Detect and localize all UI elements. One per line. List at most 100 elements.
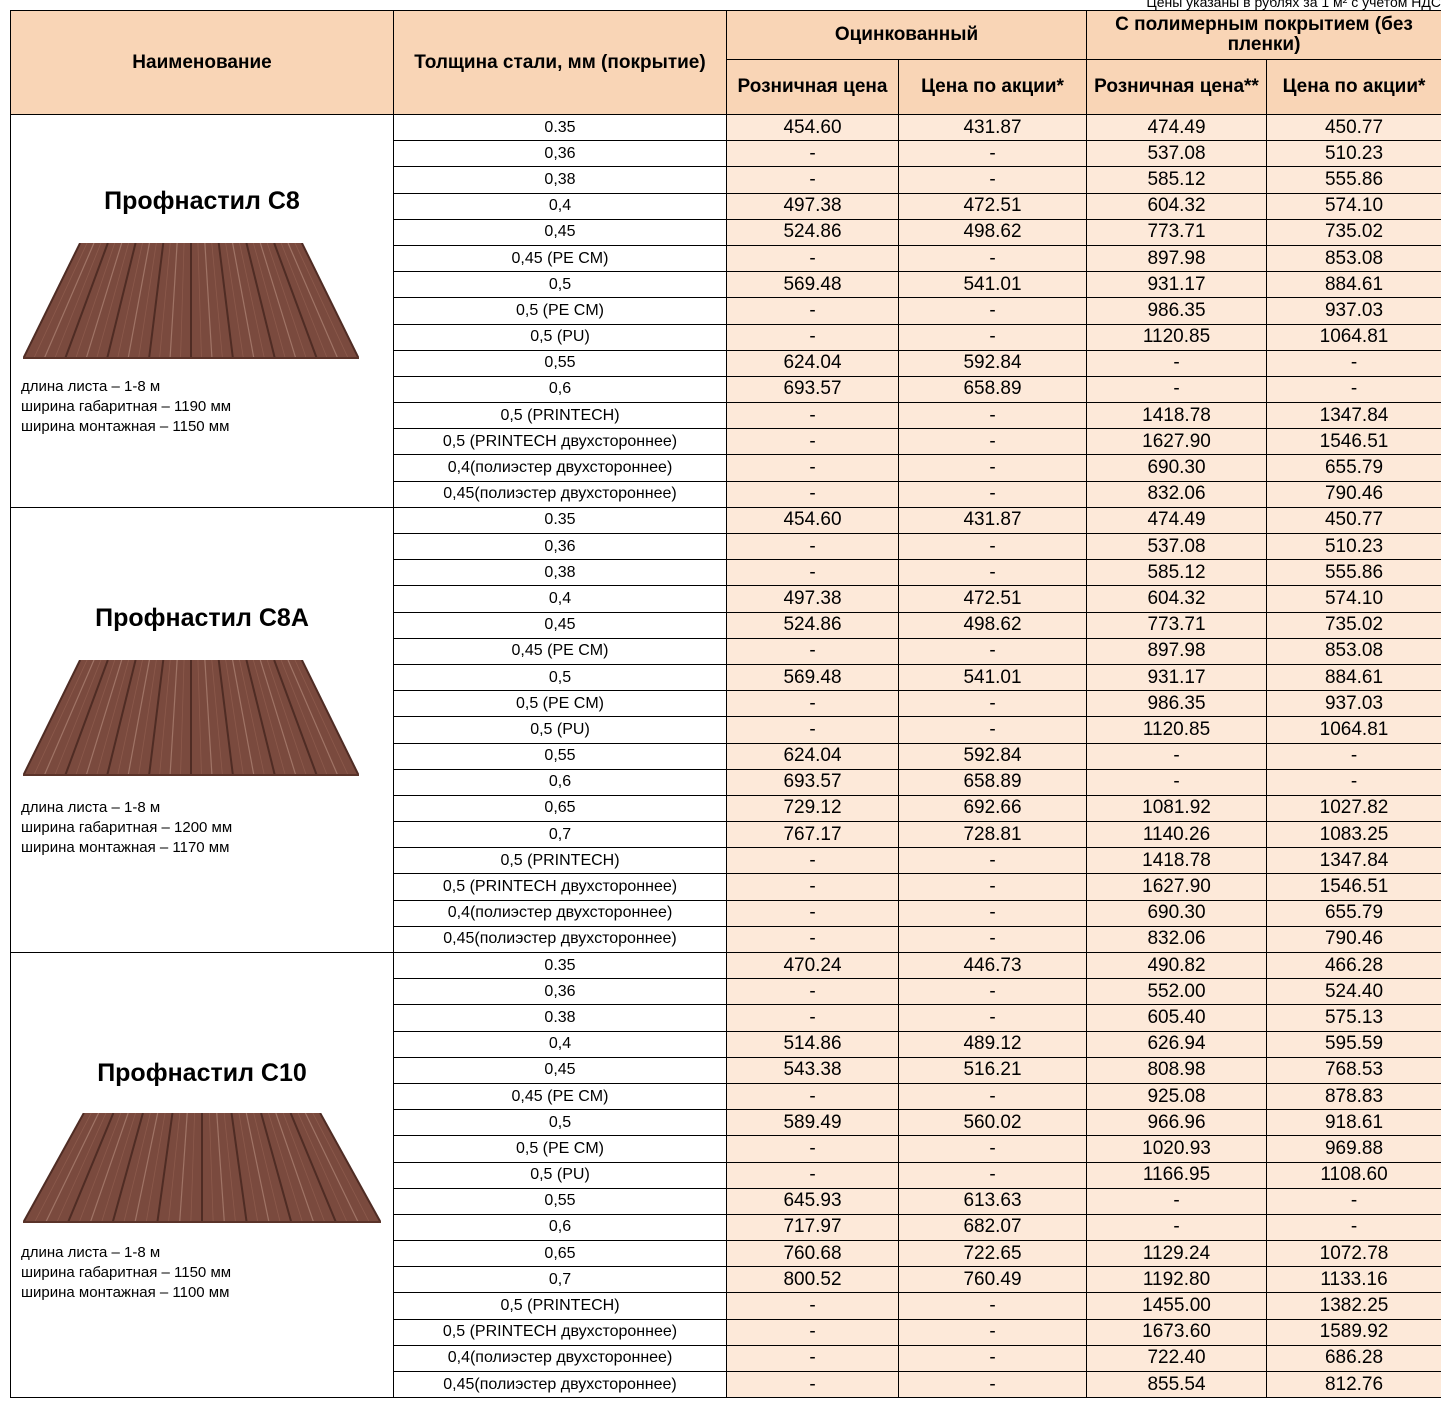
retail-galv-cell: - [726, 899, 899, 927]
table-row: 0,45(полиэстер двухстороннее) - -832.06 790… [11, 925, 1441, 954]
price-table: Наименование Толщина стали, мм (покрытие… [10, 10, 1441, 1399]
promo-poly-cell: 790.46 [1265, 925, 1441, 954]
promo-galv-cell: - [898, 323, 1087, 351]
thickness-cell: 0,55 [393, 349, 727, 377]
promo-galv-cell: - [898, 532, 1087, 561]
promo-poly-cell: 884.61 [1265, 663, 1441, 692]
corrugated-sheet-icon [22, 1112, 382, 1228]
spec-line: длина листа – 1-8 м [21, 798, 161, 816]
retail-poly-cell: 808.98 [1086, 1056, 1267, 1084]
thickness-cell: 0,45 (PE CM) [393, 637, 727, 665]
header-galvanized: Оцинкованный [726, 10, 1087, 60]
retail-poly-cell: 490.82 [1086, 951, 1267, 980]
table-row: 0,45(полиэстер двухстороннее) - -832.06 790… [11, 480, 1441, 508]
retail-poly-cell: 537.08 [1086, 532, 1267, 561]
table-row: 0,5 (PRINTECH) - -1418.78 1347.84 [11, 847, 1441, 875]
table-row: 0,36- -552.00 524.40 [11, 978, 1441, 1006]
promo-poly-cell: - [1265, 1213, 1441, 1242]
retail-poly-cell: 832.06 [1086, 925, 1267, 954]
promo-poly-cell: 524.40 [1265, 978, 1441, 1006]
table-row: 0,45(полиэстер двухстороннее) - -855.54 812… [11, 1370, 1441, 1399]
retail-galv-cell: 497.38 [726, 585, 899, 613]
table-row: 0,5 589.49 560.02 966.96 918.61 [11, 1109, 1441, 1137]
thickness-cell: 0,5 (PE CM) [393, 690, 727, 718]
retail-poly-cell: 626.94 [1086, 1030, 1267, 1058]
retail-galv-cell: 524.86 [726, 611, 899, 639]
table-row: 0,5 569.48 541.01 931.17 884.61 [11, 271, 1441, 299]
table-row: 0,65 760.68 722.65 1129.24 1072.78 [11, 1240, 1441, 1268]
product-cell: Профнастил С8 длина листа – 1-8 м ширина г… [10, 114, 394, 508]
retail-galv-cell: - [726, 716, 899, 744]
promo-poly-cell: 735.02 [1265, 611, 1441, 639]
thickness-cell: 0,38 [393, 166, 727, 194]
thickness-cell: 0,7 [393, 1266, 727, 1294]
thickness-cell: 0,5 (PRINTECH) [393, 847, 727, 875]
thickness-cell: 0.35 [393, 951, 727, 980]
promo-galv-cell: 431.87 [898, 113, 1087, 142]
promo-galv-cell: 722.65 [898, 1240, 1087, 1268]
promo-poly-cell: 969.88 [1265, 1135, 1441, 1163]
thickness-cell: 0,5 (PRINTECH двухстороннее) [393, 428, 727, 456]
promo-galv-cell: 592.84 [898, 349, 1087, 377]
retail-poly-cell: 986.35 [1086, 297, 1267, 325]
promo-poly-cell: 853.08 [1265, 244, 1441, 273]
promo-galv-cell: - [898, 480, 1087, 508]
header-retail-galv: Розничная цена [726, 59, 899, 115]
retail-galv-cell: 454.60 [726, 506, 899, 535]
thickness-cell: 0,5 [393, 1109, 727, 1137]
retail-galv-cell: 767.17 [726, 821, 899, 849]
promo-poly-cell: 1064.81 [1265, 716, 1441, 744]
promo-poly-cell: 735.02 [1265, 218, 1441, 246]
retail-poly-cell: 722.40 [1086, 1344, 1267, 1373]
retail-galv-cell: - [726, 402, 899, 430]
promo-poly-cell: - [1265, 1187, 1441, 1215]
table-row: 0,55 624.04 592.84- - [11, 349, 1441, 377]
retail-galv-cell: 717.97 [726, 1213, 899, 1242]
table-row: 0,5 (PRINTECH двухстороннее) - -1627.90 154… [11, 873, 1441, 901]
table-row: 0,45 (PE CM) - -925.08 878.83 [11, 1082, 1441, 1111]
table-row: Профнастил С8А длина листа – 1-8 м ширина … [10, 506, 1441, 954]
promo-galv-cell: - [898, 140, 1087, 168]
promo-poly-cell: 1072.78 [1265, 1240, 1441, 1268]
corrugated-sheet-icon [22, 242, 360, 364]
table-row: 0,6 717.97 682.07- - [11, 1213, 1441, 1242]
promo-poly-cell: 768.53 [1265, 1056, 1441, 1084]
retail-poly-cell: 585.12 [1086, 559, 1267, 587]
table-row: 0,45 543.38 516.21 808.98 768.53 [11, 1056, 1441, 1084]
table-row: 0,36- -537.08 510.23 [11, 140, 1441, 168]
thickness-cell: 0,5 (PRINTECH двухстороннее) [393, 873, 727, 901]
table-row: 0,7 767.17 728.81 1140.26 1083.25 [11, 821, 1441, 849]
retail-poly-cell: 897.98 [1086, 637, 1267, 665]
promo-poly-cell: 1546.51 [1265, 428, 1441, 456]
promo-galv-cell: 498.62 [898, 218, 1087, 246]
retail-poly-cell: 474.49 [1086, 506, 1267, 535]
table-row: 0,36- -537.08 510.23 [11, 532, 1441, 561]
promo-poly-cell: 655.79 [1265, 454, 1441, 482]
table-row: 0,5 (PE CM) - -1020.93 969.88 [11, 1135, 1441, 1163]
retail-galv-cell: 497.38 [726, 192, 899, 220]
promo-galv-cell: - [898, 428, 1087, 456]
table-row: 0,4 514.86 489.12 626.94 595.59 [11, 1030, 1441, 1058]
header-thickness: Толщина стали, мм (покрытие) [393, 10, 727, 115]
retail-galv-cell: - [726, 1161, 899, 1189]
table-row: 0,5 569.48 541.01 931.17 884.61 [11, 663, 1441, 692]
promo-poly-cell: 1108.60 [1265, 1161, 1441, 1189]
price-note: Цены указаны в рублях за 1 м² с учетом Н… [1146, 0, 1441, 10]
thickness-cell: 0,45 (PE CM) [393, 244, 727, 273]
table-row: 0,5 (PE CM) - -986.35 937.03 [11, 690, 1441, 718]
promo-galv-cell: - [898, 899, 1087, 927]
promo-poly-cell: 575.13 [1265, 1004, 1441, 1032]
product-title: Профнастил С8А [95, 603, 309, 632]
thickness-cell: 0,5 (PU) [393, 323, 727, 351]
table-header: Наименование Толщина стали, мм (покрытие… [10, 10, 1441, 115]
promo-galv-cell: 728.81 [898, 821, 1087, 849]
promo-galv-cell: - [898, 1370, 1087, 1399]
table-row: Профнастил С8 длина листа – 1-8 м ширина г… [10, 113, 1441, 508]
table-row: 0,4(полиэстер двухстороннее) - -690.30 655.… [11, 899, 1441, 927]
promo-galv-cell: 760.49 [898, 1266, 1087, 1294]
table-row: 0.38- -605.40 575.13 [11, 1004, 1441, 1032]
thickness-cell: 0,55 [393, 742, 727, 770]
retail-poly-cell: 966.96 [1086, 1109, 1267, 1137]
table-row: 0,45 (PE CM) - -897.98 853.08 [11, 637, 1441, 665]
retail-poly-cell: 474.49 [1086, 113, 1267, 142]
